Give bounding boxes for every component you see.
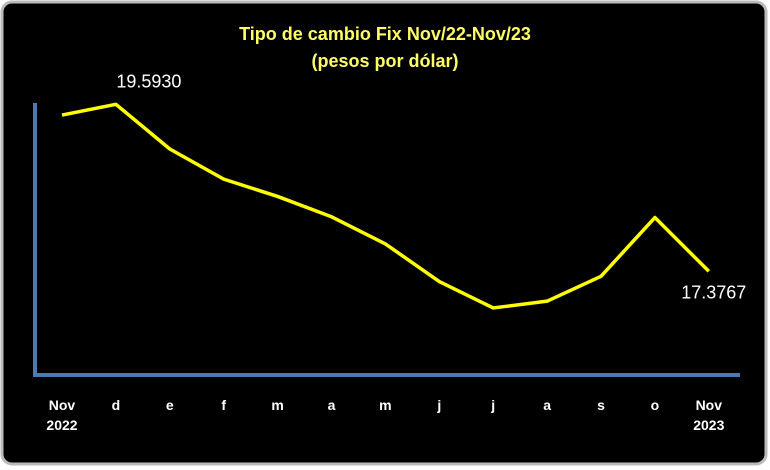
x-tick-label: o — [650, 397, 660, 413]
x-tick-label: a — [327, 397, 336, 413]
line — [61, 102, 711, 310]
x-tick-label: m — [379, 397, 392, 413]
x-tick-label: Nov 2022 — [46, 397, 78, 433]
x-tick-label: e — [165, 397, 174, 413]
data-label: 19.5930 — [116, 71, 181, 91]
x-tick-label: s — [597, 397, 605, 413]
chart-subtitle: (pesos por dólar) — [311, 51, 458, 71]
data-label: 17.3767 — [681, 282, 746, 302]
x-tick-label: j — [491, 397, 496, 413]
x-tick-label: Nov 2023 — [693, 397, 725, 433]
x-tick-label: j — [437, 397, 442, 413]
x-tick-label: d — [111, 397, 121, 413]
chart-title: Tipo de cambio Fix Nov/22-Nov/23 — [239, 24, 531, 44]
x-tick-label: f — [221, 397, 227, 413]
x-tick-label: m — [271, 397, 284, 413]
x-tick-label: a — [543, 397, 551, 413]
